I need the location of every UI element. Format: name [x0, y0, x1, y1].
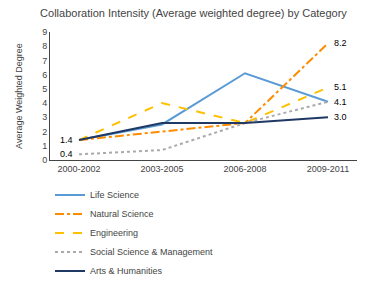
svg-text:2009-2011: 2009-2011: [307, 164, 349, 174]
svg-text:9: 9: [42, 27, 47, 37]
svg-text:Life Science: Life Science: [90, 190, 139, 200]
svg-text:2006-2008: 2006-2008: [223, 164, 266, 174]
svg-text:2: 2: [42, 127, 47, 137]
svg-text:Engineering: Engineering: [90, 228, 138, 238]
svg-text:Social Science & Management: Social Science & Management: [90, 247, 213, 257]
svg-text:1: 1: [42, 141, 47, 151]
svg-text:Average Weighted Degree: Average Weighted Degree: [14, 43, 24, 149]
svg-text:4.1: 4.1: [334, 97, 347, 107]
svg-text:4: 4: [42, 98, 47, 108]
svg-text:8.2: 8.2: [334, 38, 347, 48]
svg-text:1.4: 1.4: [60, 135, 73, 145]
svg-text:Natural Science: Natural Science: [90, 209, 154, 219]
svg-text:Collaboration Intensity (Avera: Collaboration Intensity (Average weighte…: [40, 7, 347, 19]
svg-text:3.0: 3.0: [334, 112, 347, 122]
svg-text:2000-2002: 2000-2002: [58, 164, 101, 174]
svg-text:0: 0: [42, 155, 47, 165]
svg-text:Arts & Humanities: Arts & Humanities: [90, 266, 163, 276]
svg-text:0.4: 0.4: [60, 149, 73, 159]
svg-text:5.1: 5.1: [334, 82, 347, 92]
svg-text:7: 7: [42, 56, 47, 66]
svg-text:2003-2005: 2003-2005: [140, 164, 183, 174]
svg-text:3: 3: [42, 112, 47, 122]
svg-text:6: 6: [42, 70, 47, 80]
svg-text:8: 8: [42, 41, 47, 51]
svg-text:5: 5: [42, 84, 47, 94]
